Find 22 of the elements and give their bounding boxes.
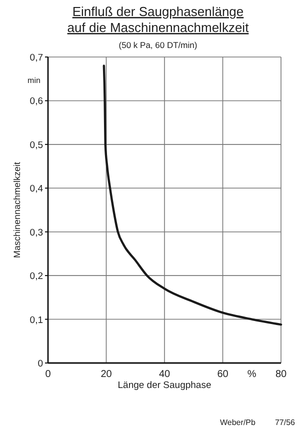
x-tick-label: 40: [158, 369, 170, 380]
y-tick-label: 0,1: [30, 314, 43, 326]
y-axis-title: Maschinennachmelkzeit: [12, 161, 22, 258]
text: Weber/Pb: [220, 418, 256, 427]
chart-title: Einfluß der Saugphasenlänge auf die Maschinennachmelkzeit: [67, 4, 250, 35]
line-series: [102, 64, 282, 326]
text: min: [28, 76, 40, 85]
x-tick-label: 20: [100, 369, 112, 380]
text: %: [247, 369, 256, 380]
y-tick-label: 0: [38, 358, 43, 370]
y-tick-label: 0,6: [30, 96, 43, 108]
text: 77/56: [274, 418, 296, 427]
chart-subtitle: (50 k Pa, 60 DT/min): [118, 40, 198, 50]
y-tick-label: 0,4: [30, 184, 43, 195]
y-tick-label: 0,2: [30, 271, 43, 282]
x-tick-label: 80: [275, 369, 287, 380]
y-tick-label: 0,7: [30, 52, 43, 64]
x-axis-title: Länge der Saugphase: [118, 380, 212, 391]
x-tick-label: 0: [45, 369, 52, 380]
x-tick-label: 60: [217, 369, 229, 380]
y-tick-label: 0,3: [30, 227, 43, 238]
y-tick-label: 0,5: [30, 140, 43, 151]
